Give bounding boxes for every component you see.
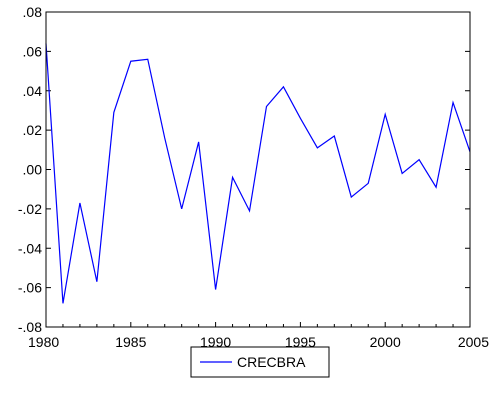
legend-label: CRECBRA: [237, 354, 306, 370]
x-tick-label: 1990: [200, 334, 231, 350]
x-tick-label: 1980: [28, 334, 59, 350]
x-tick-label: 1985: [115, 334, 146, 350]
y-tick-label: .08: [23, 4, 43, 20]
x-tick-label: 1995: [285, 334, 316, 350]
x-tick-label: 2000: [370, 334, 401, 350]
plot-area-frame: [45, 11, 471, 328]
y-tick-labels: .08 .06 .04 .02 .00 -.02 -.04 -.06 -.08: [18, 4, 42, 335]
y-tick-label: .02: [23, 122, 43, 138]
y-tick-label: .06: [23, 43, 43, 59]
series-line-crecbra: [45, 43, 471, 304]
legend: CRECBRA: [190, 346, 330, 378]
y-tick-label: .04: [23, 83, 43, 99]
x-tick-labels: 1980 1985 1990 1995 2000 2005: [28, 334, 489, 350]
x-tick-marks: [45, 322, 471, 327]
y-tick-label: -.08: [18, 319, 42, 335]
x-tick-label: 2005: [458, 334, 489, 350]
y-tick-label: -.02: [18, 201, 42, 217]
y-tick-label: .00: [23, 162, 43, 178]
y-tick-label: -.04: [18, 240, 42, 256]
y-tick-label: -.06: [18, 280, 42, 296]
